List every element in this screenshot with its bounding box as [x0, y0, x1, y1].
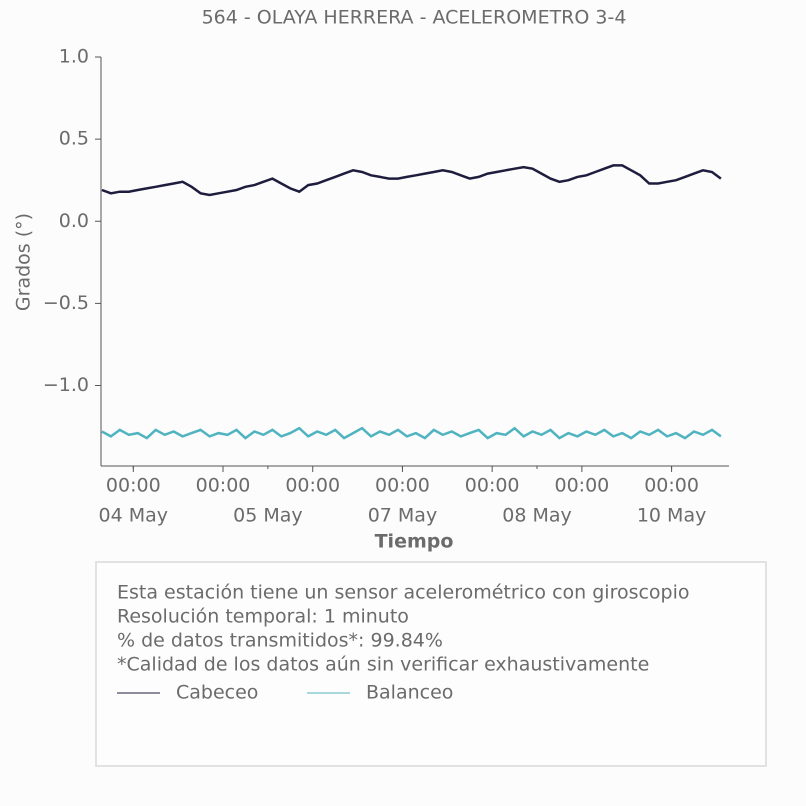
y-tick-label: 1.0 [59, 46, 89, 68]
x-date-label: 08 May [502, 505, 572, 527]
y-tick-label: −0.5 [43, 292, 89, 314]
x-tick-label: 00:00 [285, 475, 340, 497]
chart-title: 564 - OLAYA HERRERA - ACELEROMETRO 3-4 [202, 7, 627, 29]
x-tick-label: 00:00 [196, 475, 251, 497]
info-note: % de datos transmitidos*: 99.84% [117, 630, 443, 652]
y-tick-label: 0.5 [59, 128, 89, 150]
y-tick-label: −1.0 [43, 374, 89, 396]
legend-label: Cabeceo [176, 682, 258, 704]
series-line [101, 426, 722, 440]
y-tick-label: 0.0 [59, 210, 89, 232]
info-note: Esta estación tiene un sensor aceleromét… [117, 582, 690, 604]
x-tick-label: 00:00 [644, 475, 699, 497]
x-date-label: 04 May [99, 505, 169, 527]
x-tick-label: 00:00 [554, 475, 609, 497]
x-tick-label: 00:00 [375, 475, 430, 497]
x-date-label: 07 May [368, 505, 438, 527]
info-box [95, 561, 767, 767]
info-note: Resolución temporal: 1 minuto [117, 606, 409, 628]
x-tick-label: 00:00 [465, 475, 520, 497]
x-date-label: 05 May [233, 505, 303, 527]
info-note: *Calidad de los datos aún sin verificar … [117, 654, 649, 676]
legend-label: Balanceo [366, 682, 453, 704]
x-date-label: 10 May [637, 505, 707, 527]
x-tick-label: 00:00 [106, 475, 161, 497]
y-axis-label: Grados (°) [13, 213, 35, 311]
series-line [101, 164, 722, 197]
x-axis-label: Tiempo [375, 531, 454, 553]
